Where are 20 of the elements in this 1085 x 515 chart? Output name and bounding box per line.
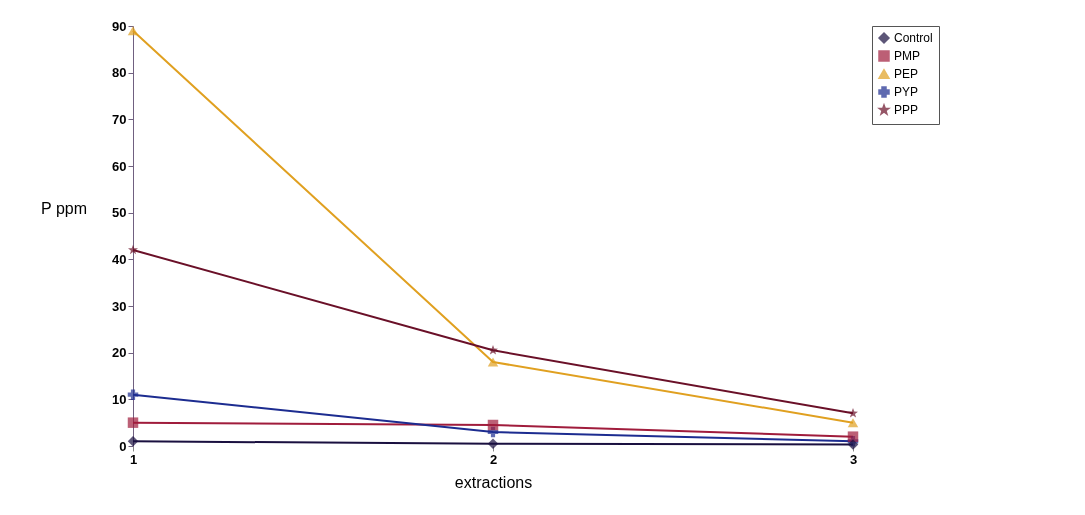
y-tick-label: 90 <box>112 18 127 34</box>
legend-label: PPP <box>894 103 919 117</box>
legend-label: Control <box>894 31 933 45</box>
x-tick-label: 3 <box>849 451 858 467</box>
y-tick-label: 10 <box>112 391 127 407</box>
y-tick-label: 70 <box>112 111 127 127</box>
y-tick-label: 20 <box>112 345 127 361</box>
legend-label: PEP <box>894 67 919 81</box>
y-tick-label: 40 <box>112 251 127 267</box>
legend-label: PYP <box>894 85 919 99</box>
y-tick-label: 80 <box>112 65 127 81</box>
y-tick-label: 60 <box>112 158 127 174</box>
y-axis-title: P ppm <box>41 199 88 217</box>
x-axis-title: extractions <box>454 473 533 491</box>
x-tick-label: 1 <box>129 451 138 467</box>
x-tick-label: 2 <box>489 451 498 467</box>
y-tick-label: 50 <box>112 205 127 221</box>
y-tick-label: 30 <box>112 298 127 314</box>
y-tick-label: 0 <box>119 438 127 454</box>
legend-label: PMP <box>894 49 921 63</box>
